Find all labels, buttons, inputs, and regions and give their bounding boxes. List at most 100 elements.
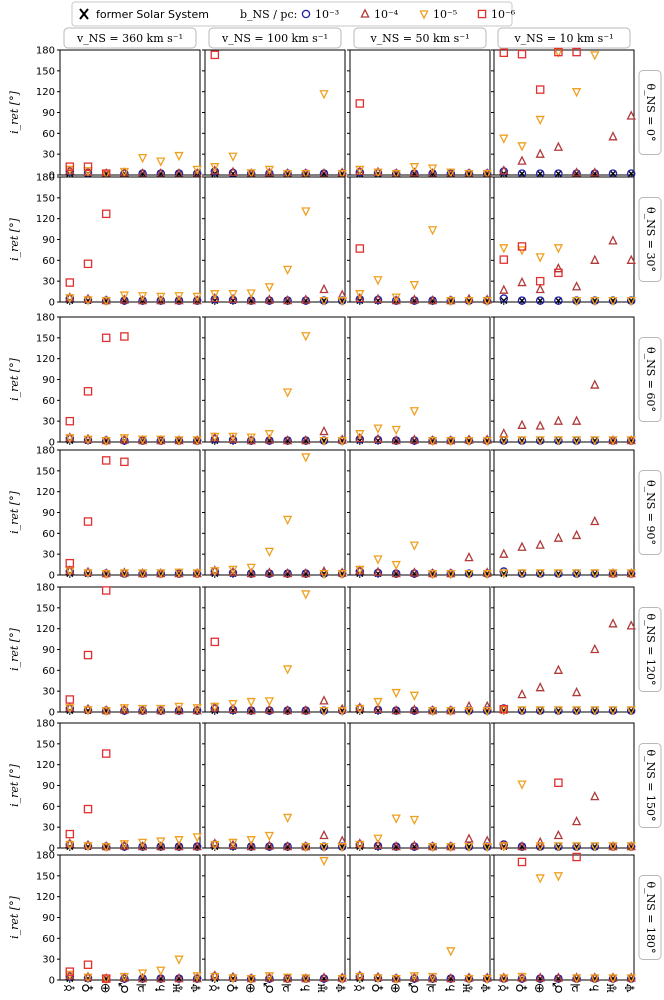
point-1e-3-mercury	[499, 294, 509, 303]
point-1e-5-earth	[535, 874, 545, 884]
point-1e-4-earth	[535, 420, 545, 430]
y-tick-label: 30	[42, 550, 55, 561]
panel-r7-c4: ☿ ♀ ⊕ ♂ ♃ ♄ ♅ ♆	[491, 852, 639, 994]
point-1e-5-neptune	[192, 833, 202, 843]
point-1e-4-neptune	[337, 434, 347, 444]
point-1e-4-saturn	[590, 790, 600, 801]
point-1e-5-saturn	[446, 569, 456, 580]
panel-r1-c4	[491, 47, 636, 178]
y-tick-label: 180	[36, 46, 55, 57]
former-point	[302, 170, 310, 178]
point-1e-5-mars	[553, 872, 564, 882]
point-1e-5-uranus	[608, 974, 618, 984]
former-point	[627, 437, 635, 445]
panel-r2-c4	[491, 176, 636, 307]
point-1e-5-venus	[517, 780, 527, 790]
former-point	[284, 437, 292, 445]
point-1e-5-earth	[101, 296, 111, 307]
panel-frame	[204, 316, 346, 443]
former-point	[193, 437, 201, 445]
former-point	[175, 843, 183, 851]
point-1e-5-saturn	[590, 51, 600, 61]
point-1e-5-jupiter	[137, 969, 148, 979]
y-tick-label: 60	[42, 129, 55, 140]
panel-frame	[204, 722, 346, 849]
point-1e-5-mars	[119, 972, 130, 983]
y-tick-label: 0	[49, 438, 55, 449]
x-tick-label-saturn: ♄	[587, 982, 602, 994]
panel-frame	[493, 854, 635, 981]
former-point	[609, 170, 617, 178]
x-tick-label-mars: ♂	[407, 982, 422, 994]
panel-r3-c3	[347, 316, 492, 447]
y-tick-label: 90	[42, 508, 55, 519]
markers	[499, 235, 636, 307]
point-1e-5-neptune	[626, 569, 636, 579]
point-1e-4-saturn	[446, 972, 456, 983]
point-1e-5-venus	[83, 296, 93, 306]
former-point	[392, 707, 400, 715]
point-1e-4-uranus	[464, 434, 474, 444]
point-1e-6-mars	[554, 778, 563, 787]
former-point	[284, 170, 292, 178]
point-1e-6-earth	[101, 456, 111, 465]
panel-frame	[59, 49, 201, 176]
point-1e-5-uranus	[319, 842, 329, 853]
former-point	[500, 570, 508, 578]
y-tick-label: 30	[42, 955, 55, 966]
point-1e-6-venus	[517, 242, 527, 251]
point-1e-6-earth	[101, 749, 111, 758]
y-tick-label: 180	[36, 583, 55, 594]
point-1e-4-mars	[409, 434, 420, 444]
panel-r3-c4	[491, 316, 636, 446]
x-tick-label-mars: ♂	[117, 982, 132, 994]
former-point	[139, 170, 147, 178]
point-1e-5-jupiter	[427, 972, 438, 983]
panel-r6-c1: 0 30 60 90 120 150 180	[36, 719, 202, 855]
point-1e-4-jupiter	[571, 167, 582, 177]
panel-frame	[204, 49, 346, 176]
point-1e-5-mars	[553, 436, 564, 446]
markers	[65, 586, 202, 717]
point-1e-4-mars	[119, 294, 130, 304]
point-1e-5-saturn	[590, 974, 600, 984]
y-tick-label: 60	[42, 529, 55, 540]
point-1e-6-jupiter	[572, 852, 581, 862]
point-1e-5-earth	[391, 560, 401, 571]
former-point	[627, 297, 635, 305]
point-1e-3-mercury	[499, 567, 509, 576]
x-tick-label-mercury: ☿	[496, 984, 511, 992]
point-1e-5-mars	[409, 815, 420, 826]
point-1e-5-mercury	[499, 134, 509, 144]
point-1e-4-neptune	[337, 567, 347, 577]
point-1e-5-saturn	[301, 207, 311, 217]
point-1e-4-earth	[246, 294, 256, 305]
point-1e-4-neptune	[482, 700, 492, 711]
panel-frame	[493, 586, 635, 713]
column-header-text-4: v_NS = 10 km s⁻¹	[513, 32, 613, 45]
markers	[355, 688, 492, 717]
former-point	[392, 437, 400, 445]
point-1e-5-jupiter	[571, 436, 582, 446]
point-1e-5-venus	[228, 974, 238, 984]
legend-entry-label-1: 10⁻³	[315, 8, 339, 21]
point-1e-3-earth	[535, 296, 545, 305]
y-tick-label: 150	[36, 66, 55, 77]
point-1e-5-earth	[101, 436, 111, 447]
point-1e-6-venus	[83, 650, 93, 660]
point-1e-6-mercury	[65, 162, 75, 171]
point-1e-4-saturn	[301, 294, 311, 304]
point-1e-5-mercury	[210, 290, 220, 300]
point-1e-5-mercury	[210, 163, 220, 173]
former-point	[447, 297, 455, 305]
point-1e-5-neptune	[337, 706, 347, 717]
panel-r1-c3	[347, 49, 492, 180]
panel-frame	[204, 449, 346, 576]
row-label-7: θ_NS = 180°	[638, 875, 662, 960]
panel-frame	[349, 722, 491, 849]
point-1e-5-venus	[228, 838, 238, 849]
legend-former-label: former Solar System	[96, 8, 209, 21]
point-1e-5-uranus	[464, 296, 474, 307]
former-point	[554, 570, 562, 578]
point-1e-4-jupiter	[137, 294, 148, 305]
